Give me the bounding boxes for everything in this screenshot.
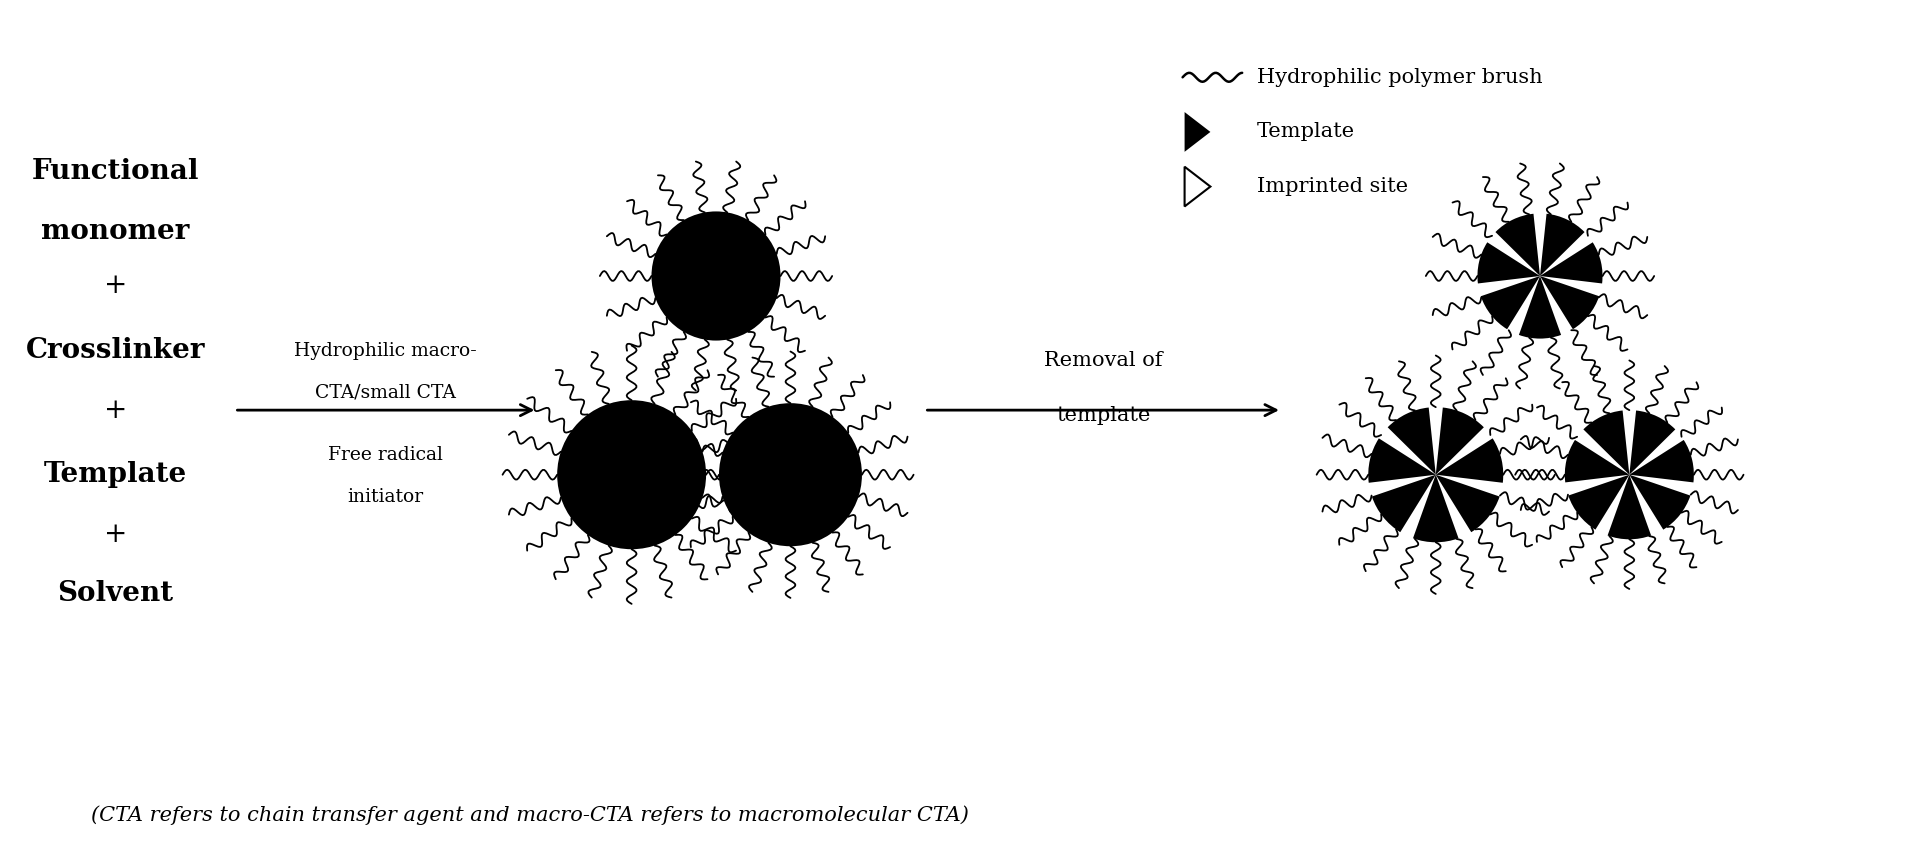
Polygon shape: [1185, 112, 1210, 152]
Polygon shape: [1185, 167, 1210, 206]
Text: monomer: monomer: [40, 218, 190, 245]
Text: Template: Template: [1258, 122, 1356, 141]
Text: Removal of: Removal of: [1044, 351, 1161, 370]
Wedge shape: [1629, 410, 1675, 475]
Wedge shape: [1413, 475, 1458, 543]
Text: Functional: Functional: [31, 158, 200, 185]
Wedge shape: [1629, 475, 1690, 530]
Wedge shape: [1436, 408, 1485, 475]
Circle shape: [558, 400, 706, 550]
Text: +: +: [104, 521, 127, 548]
Wedge shape: [1565, 440, 1629, 482]
Wedge shape: [1369, 439, 1436, 482]
Text: (CTA refers to chain transfer agent and macro-CTA refers to macromolecular CTA): (CTA refers to chain transfer agent and …: [90, 806, 969, 826]
Circle shape: [652, 212, 781, 341]
Text: Free radical: Free radical: [329, 445, 442, 464]
Wedge shape: [1371, 475, 1436, 532]
Circle shape: [719, 403, 862, 546]
Wedge shape: [1629, 440, 1694, 482]
Text: Solvent: Solvent: [58, 580, 173, 607]
Wedge shape: [1540, 276, 1600, 329]
Text: Template: Template: [44, 461, 187, 488]
Wedge shape: [1569, 475, 1629, 530]
Wedge shape: [1519, 276, 1561, 339]
Wedge shape: [1540, 243, 1602, 284]
Text: template: template: [1056, 406, 1150, 425]
Text: Hydrophilic polymer brush: Hydrophilic polymer brush: [1258, 68, 1542, 87]
Text: +: +: [104, 273, 127, 299]
Wedge shape: [1583, 410, 1629, 475]
Wedge shape: [1436, 439, 1504, 482]
Wedge shape: [1608, 475, 1652, 539]
Text: Imprinted site: Imprinted site: [1258, 177, 1408, 196]
Text: +: +: [104, 396, 127, 424]
Text: CTA/small CTA: CTA/small CTA: [315, 384, 456, 402]
Text: Crosslinker: Crosslinker: [25, 337, 206, 364]
Text: initiator: initiator: [348, 488, 423, 506]
Wedge shape: [1540, 214, 1585, 276]
Wedge shape: [1481, 276, 1540, 329]
Wedge shape: [1496, 214, 1540, 276]
Wedge shape: [1436, 475, 1500, 532]
Wedge shape: [1477, 243, 1540, 284]
Text: Hydrophilic macro-: Hydrophilic macro-: [294, 341, 477, 359]
Wedge shape: [1388, 408, 1436, 475]
